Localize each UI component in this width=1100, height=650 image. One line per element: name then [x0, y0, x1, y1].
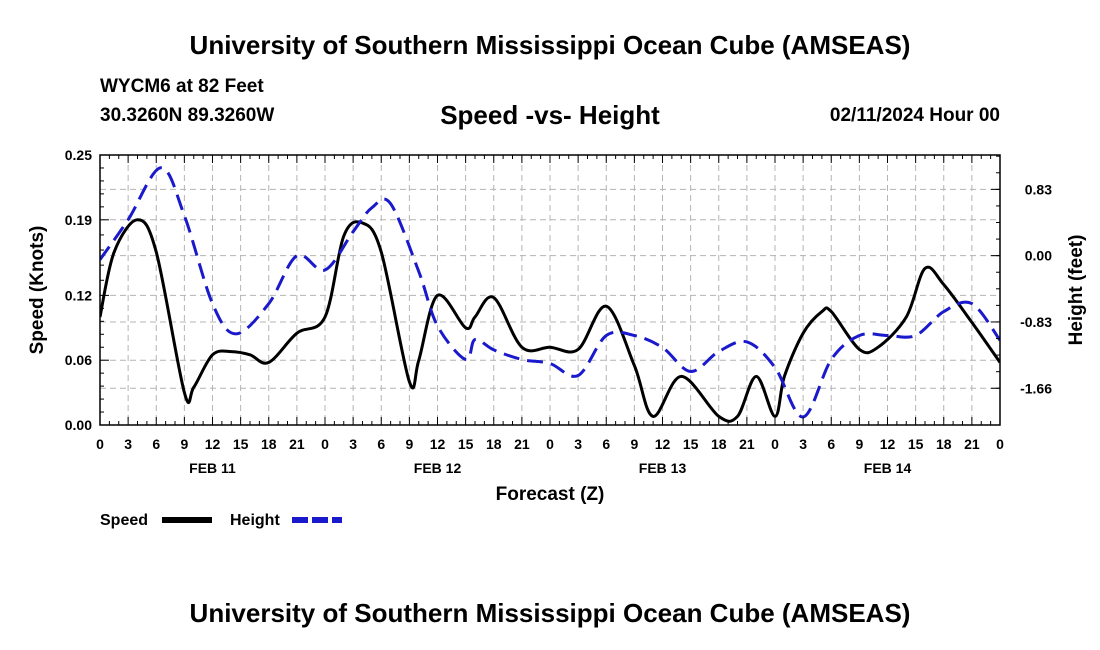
y-tick-label: 0.00 — [65, 417, 92, 433]
x-tick-label: 6 — [602, 436, 610, 452]
x-tick-label: 0 — [96, 436, 104, 452]
y2-tick-label: -1.66 — [1020, 380, 1052, 396]
x-tick-label: 3 — [124, 436, 132, 452]
series-layer — [100, 166, 1000, 423]
x-tick-label: 0 — [771, 436, 779, 452]
x-tick-label: 6 — [152, 436, 160, 452]
legend-label-height: Height — [230, 512, 280, 529]
x-tick-label: 9 — [630, 436, 638, 452]
x-tick-label: 21 — [289, 436, 305, 452]
x-tick-label: 3 — [574, 436, 582, 452]
legend-label-speed: Speed — [100, 512, 148, 529]
legend: Speed Height — [100, 512, 342, 529]
x-tick-label: 6 — [377, 436, 385, 452]
speed-series-line — [100, 218, 1000, 423]
y-tick-label: 0.06 — [65, 352, 92, 368]
x-tick-label: 18 — [486, 436, 502, 452]
y-tick-label: 0.25 — [65, 147, 92, 163]
x-tick-label: 9 — [180, 436, 188, 452]
x-tick-label: 21 — [739, 436, 755, 452]
x-tick-label: 0 — [996, 436, 1004, 452]
x-tick-label: 15 — [908, 436, 924, 452]
x-tick-label: 15 — [458, 436, 474, 452]
x-tick-label: 18 — [711, 436, 727, 452]
footer-title: University of Southern Mississippi Ocean… — [189, 598, 911, 628]
x-tick-label: 0 — [546, 436, 554, 452]
x-tick-label: 18 — [261, 436, 277, 452]
x-tick-label: 12 — [430, 436, 446, 452]
x-tick-label: 9 — [855, 436, 863, 452]
y-tick-label: 0.12 — [65, 287, 92, 303]
x-tick-label: 3 — [799, 436, 807, 452]
y2-tick-label: 0.00 — [1025, 248, 1052, 264]
chart-subtitle: Speed -vs- Height — [440, 100, 660, 130]
x-tick-label: 18 — [936, 436, 952, 452]
chart-date: 02/11/2024 Hour 00 — [829, 105, 1000, 126]
y-tick-label: 0.19 — [65, 212, 92, 228]
day-label: FEB 14 — [864, 460, 912, 476]
x-axis-title: Forecast (Z) — [496, 484, 605, 505]
x-tick-label: 9 — [405, 436, 413, 452]
x-tick-label: 15 — [683, 436, 699, 452]
station-coords: 30.3260N 89.3260W — [100, 105, 275, 126]
x-tick-label: 6 — [827, 436, 835, 452]
x-tick-label: 0 — [321, 436, 329, 452]
x-tick-label: 3 — [349, 436, 357, 452]
x-tick-label: 12 — [655, 436, 671, 452]
x-tick-label: 21 — [964, 436, 980, 452]
station-name: WYCM6 at 82 Feet — [100, 76, 264, 97]
y-axis-title: Speed (Knots) — [27, 226, 48, 355]
main-title: University of Southern Mississippi Ocean… — [189, 30, 911, 60]
x-tick-label: 12 — [205, 436, 221, 452]
day-label: FEB 12 — [414, 460, 462, 476]
axis-layer: 0 3 6 9 12 15 18 21 0 3 6 9 12 15 18 21 0 3 6 9 12 15 18 21 0 3 6 9… — [27, 147, 1087, 505]
grid-layer — [100, 155, 1000, 425]
day-label: FEB 13 — [639, 460, 687, 476]
x-tick-label: 21 — [514, 436, 530, 452]
x-tick-label: 12 — [880, 436, 896, 452]
x-tick-label: 15 — [233, 436, 249, 452]
y2-tick-label: -0.83 — [1020, 314, 1052, 330]
y2-tick-label: 0.83 — [1025, 181, 1052, 197]
height-series-line — [100, 166, 1000, 419]
day-label: FEB 11 — [189, 460, 236, 476]
y2-axis-title: Height (feet) — [1066, 235, 1087, 346]
